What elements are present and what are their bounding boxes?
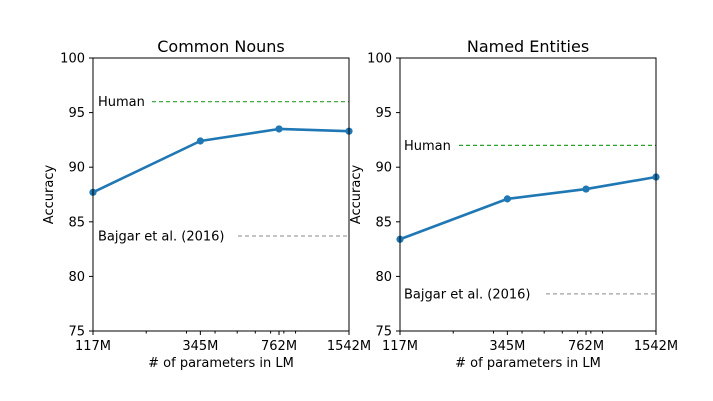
plot-frame <box>399 57 657 332</box>
plot-frame <box>92 57 350 332</box>
y-axis-label: Accuracy <box>349 165 364 225</box>
y-tick-label: 80 <box>68 270 85 285</box>
x-tick-label: 1542M <box>327 339 371 354</box>
y-tick-label: 75 <box>68 325 85 340</box>
x-tick-label: 345M <box>182 339 218 354</box>
data-point <box>275 125 283 133</box>
subplot-1: Common Nouns 75 80 85 90 95 100 117M 345M 762M 154… <box>42 37 371 371</box>
x-tick-label: 762M <box>261 339 297 354</box>
y-tick-label: 80 <box>375 270 392 285</box>
x-tick-label: 1542M <box>634 339 678 354</box>
chart-title: Common Nouns <box>157 37 285 56</box>
y-axis-label: Accuracy <box>42 165 57 225</box>
x-axis-label: # of parameters in LM <box>148 356 294 371</box>
y-tick-label: 90 <box>375 161 392 176</box>
y-tick-label: 75 <box>375 325 392 340</box>
series-line <box>92 127 350 194</box>
series-line <box>399 175 657 241</box>
reference-label-human: Human <box>98 95 145 110</box>
x-axis-label: # of parameters in LM <box>455 356 601 371</box>
chart-title: Named Entities <box>467 37 589 56</box>
reference-label-baseline: Bajgar et al. (2016) <box>404 287 531 302</box>
data-point <box>503 195 511 203</box>
y-tick-label: 85 <box>68 215 85 230</box>
y-tick-label: 100 <box>60 52 85 67</box>
y-tick-label: 100 <box>367 52 392 67</box>
data-point <box>196 137 204 145</box>
x-tick-label: 762M <box>568 339 604 354</box>
y-tick-label: 95 <box>68 106 85 121</box>
y-tick-label: 95 <box>375 106 392 121</box>
y-tick-label: 90 <box>68 161 85 176</box>
x-tick-label: 117M <box>382 339 418 354</box>
x-tick-label: 345M <box>489 339 525 354</box>
reference-label-baseline: Bajgar et al. (2016) <box>98 229 225 244</box>
y-tick-label: 85 <box>375 215 392 230</box>
data-point <box>582 185 590 193</box>
x-tick-label: 117M <box>75 339 111 354</box>
subplot-2: Named Entities 75 80 85 90 95 100 117M 345M 762M 1… <box>349 37 678 371</box>
reference-label-human: Human <box>404 139 451 154</box>
